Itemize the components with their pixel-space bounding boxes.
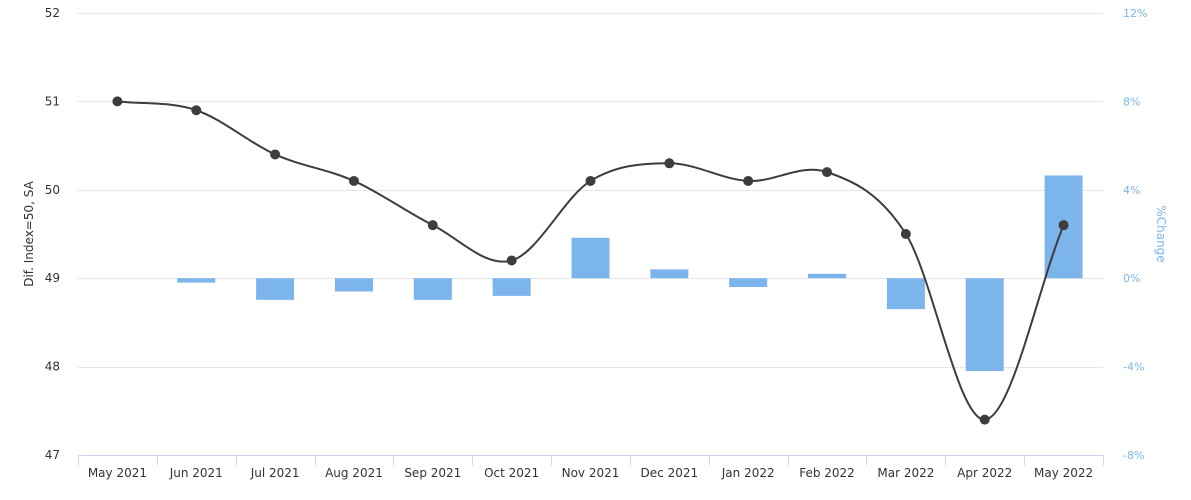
y-left-tick-label: 47: [45, 448, 60, 462]
x-tick-label: Jun 2021: [169, 466, 223, 480]
x-tick-label: Apr 2022: [957, 466, 1012, 480]
percent-change-bar: [729, 278, 768, 288]
percent-change-bar: [492, 278, 531, 296]
percent-change-bar: [571, 237, 610, 279]
diffusion-index-line-layer: [117, 100, 1065, 421]
y-left-tick-label: 51: [45, 94, 60, 108]
diffusion-index-point: [270, 149, 281, 160]
y-left-tick-label: 50: [45, 183, 60, 197]
percent-change-bar: [965, 278, 1004, 372]
x-tick-label: Sep 2021: [404, 466, 461, 480]
diffusion-index-line: [117, 100, 1065, 421]
percent-change-bar: [808, 273, 847, 279]
diffusion-index-point: [900, 229, 911, 239]
y-right-tick-label: -4%: [1123, 361, 1144, 374]
diffusion-index-point: [191, 105, 202, 116]
gridlines: [78, 13, 1103, 456]
y-axis-left-title: Dif. Index=50, SA: [22, 180, 36, 286]
diffusion-index-points: [112, 96, 1069, 425]
y-left-tick-label: 49: [45, 271, 60, 285]
y-right-tick-label: 12%: [1123, 7, 1147, 20]
y-left-tick-label: 52: [45, 6, 60, 20]
y-right-tick-label: -8%: [1123, 449, 1144, 462]
y-left-tick-label: 48: [45, 360, 60, 374]
x-tick-label: May 2022: [1034, 466, 1093, 480]
x-tick-label: Jan 2022: [721, 466, 775, 480]
x-tick-label: Jul 2021: [250, 466, 300, 480]
percent-change-bar: [256, 278, 295, 300]
percent-change-bar: [886, 278, 925, 310]
x-tick-label: Nov 2021: [562, 466, 620, 480]
y-right-tick-label: 8%: [1123, 95, 1140, 108]
diffusion-index-point: [427, 220, 438, 231]
y-right-tick-label: 4%: [1123, 184, 1140, 197]
x-tick-label: Aug 2021: [325, 466, 383, 480]
percent-change-bar: [177, 278, 216, 283]
diffusion-index-point: [664, 158, 675, 169]
diffusion-index-point: [348, 175, 359, 186]
x-tick-label: Oct 2021: [484, 466, 539, 480]
diffusion-index-point: [743, 175, 754, 186]
x-tick-label: Mar 2022: [877, 466, 934, 480]
y-axis-right: -8% -4% 0% 4% 8% 12%: [1123, 7, 1147, 462]
diffusion-index-point: [585, 175, 596, 186]
diffusion-index-point: [506, 255, 517, 266]
diffusion-index-point: [1058, 220, 1069, 231]
y-axis-right-title: %Change: [1154, 205, 1168, 262]
y-axis-left: 47 48 49 50 51 52: [45, 6, 60, 462]
x-axis: May 2021 Jun 2021 Jul 2021 Aug 2021 Sep 2021…: [78, 455, 1104, 480]
percent-change-bar: [334, 278, 373, 292]
x-tick-label: Feb 2022: [799, 466, 855, 480]
percent-change-bar: [650, 269, 689, 279]
diffusion-index-point: [822, 167, 833, 178]
y-right-tick-label: 0%: [1123, 272, 1140, 285]
percent-change-bar: [413, 278, 452, 300]
diffusion-index-point: [112, 96, 123, 107]
diffusion-index-point: [979, 414, 990, 425]
x-tick-label: Dec 2021: [641, 466, 699, 480]
percent-change-bars: [177, 175, 1083, 372]
x-tick-label: May 2021: [88, 466, 147, 480]
